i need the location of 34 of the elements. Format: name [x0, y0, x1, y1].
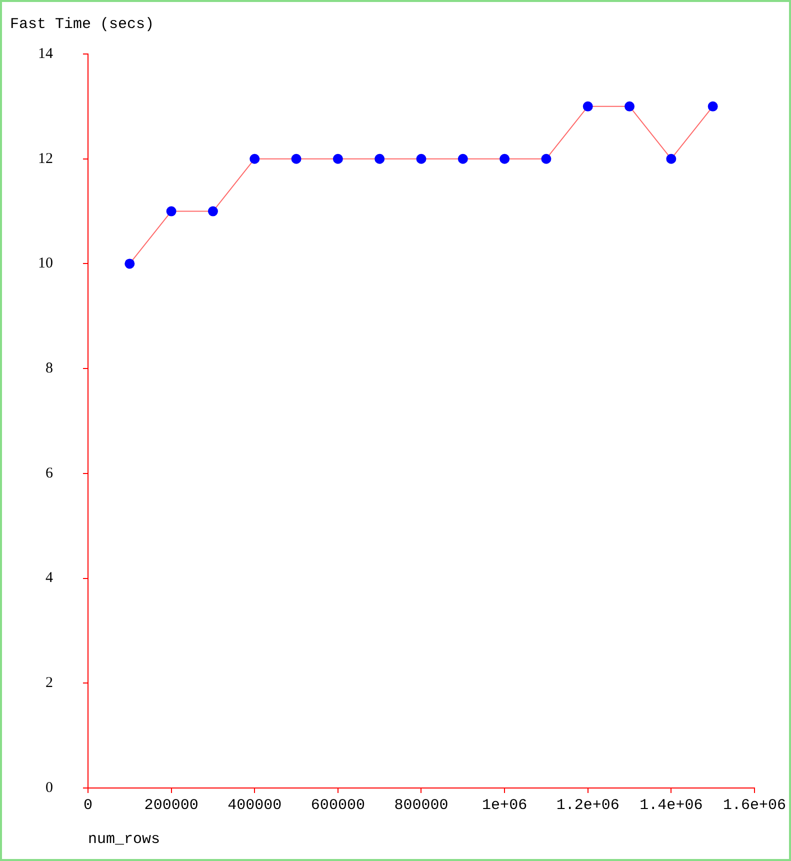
y-tick-label: 12 [38, 150, 53, 167]
point [124, 258, 135, 269]
point [332, 154, 343, 164]
point [500, 154, 510, 164]
point [416, 154, 426, 164]
y-tick-label: 4 [46, 570, 54, 586]
point [374, 154, 385, 164]
point [458, 154, 468, 164]
x-axis-title: num_rows [88, 831, 160, 848]
x-tick-label: 800000 [394, 796, 448, 814]
x-tick-label: 0 [83, 796, 93, 814]
y-tick-label: 2 [46, 675, 53, 692]
x-tick-label: 200000 [144, 796, 198, 814]
x-tick-label: 600000 [310, 796, 365, 814]
point [291, 154, 302, 164]
x-tick-label: 1.2e+06 [556, 796, 620, 814]
y-axis-title: Fast Time (secs) [10, 16, 154, 33]
point [708, 101, 718, 112]
point [582, 101, 593, 112]
x-tick-label: 400000 [228, 796, 282, 814]
point [666, 154, 676, 164]
point [624, 101, 635, 112]
y-tick-label: 14 [38, 46, 54, 62]
y-tick-label: 8 [46, 360, 53, 377]
y-tick-label: 10 [38, 256, 53, 272]
x-tick-label: 1.6e+06 [722, 796, 786, 814]
point [166, 206, 176, 216]
point [541, 154, 552, 164]
point [208, 206, 218, 216]
y-tick-label: 0 [46, 780, 53, 796]
point [250, 154, 260, 164]
y-tick-label: 6 [46, 465, 54, 482]
x-tick-label: 1.4e+06 [640, 796, 703, 814]
x-tick-label: 1e+06 [482, 796, 528, 814]
